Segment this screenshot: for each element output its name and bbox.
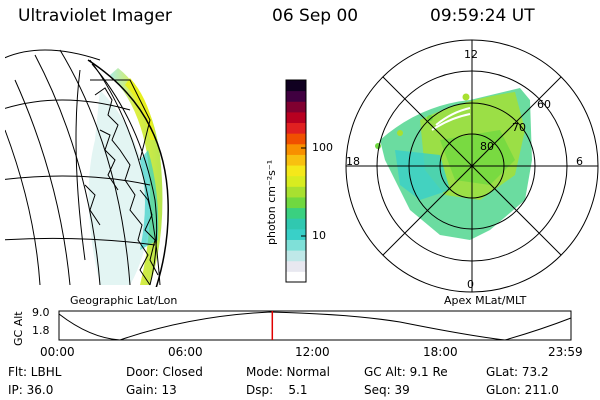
instrument-title: Ultraviolet Imager [18,6,172,26]
colorbar-band [286,90,306,102]
colorbar-band [286,196,306,209]
mode-info: Mode: Normal [246,365,330,379]
timeline-xtick-1800: 18:00 [423,345,458,359]
time-label: 09:59:24 UT [430,6,535,26]
colorbar-band [286,133,306,145]
gc-alt-info: GC Alt: 9.1 Re [364,365,448,379]
colorbar-band [286,228,306,240]
filter-info: Flt: LBHL [8,365,62,379]
colorbar-band [286,154,306,166]
colorbar-band [286,207,306,219]
timeline-xtick-0000: 00:00 [40,345,75,359]
polar-grid [345,39,599,293]
seq-info: Seq: 39 [364,383,410,397]
ip-info: IP: 36.0 [8,383,54,397]
colorbar-band [286,186,306,198]
geographic-caption: Geographic Lat/Lon [70,294,178,307]
colorbar-band [286,165,306,177]
mlat-label-60: 60 [537,98,551,111]
timeline-xtick-0600: 06:00 [168,345,203,359]
gain-info: Gain: 13 [126,383,177,397]
colorbar-band [286,239,306,251]
colorbar-tick-10: 10 [312,229,326,242]
mlt-label-6: 6 [576,155,583,168]
colorbar-frame [285,79,307,283]
colorbar-band [286,260,306,272]
colorbar-band [286,80,306,92]
glat-info: GLat: 73.2 [486,365,549,379]
door-info: Door: Closed [126,365,203,379]
apex-caption: Apex MLat/MLT [444,294,527,307]
timeline-ytick-bottom: 1.8 [32,324,50,337]
colorbar-band [286,271,306,283]
altitude-curve [58,311,572,341]
colorbar-tick-100: 100 [312,141,333,154]
mlat-label-70: 70 [512,121,526,134]
colorbar-band [286,250,306,262]
earth-projection [5,49,169,287]
timeline-ytick-top: 9.0 [32,306,50,319]
dsp-info: Dsp: 5.1 [246,383,308,397]
timeline-xtick-1200: 12:00 [295,345,330,359]
colorbar-band [286,218,306,230]
mlt-label-18: 18 [346,155,360,168]
timeline-xtick-2359: 23:59 [548,345,583,359]
mlat-label-80: 80 [480,140,494,153]
timeline-ylabel: GC Alt [12,311,25,346]
glon-info: GLon: 211.0 [486,383,559,397]
mlt-label-0: 0 [467,278,474,291]
colorbar-band [286,101,306,113]
colorbar-band [286,122,306,134]
colorbar-band [286,175,306,187]
colorbar-band [286,143,306,155]
timeline-frame [58,310,572,341]
colorbar-band [286,111,306,124]
date-label: 06 Sep 00 [272,6,359,26]
mlt-label-12: 12 [464,48,478,61]
